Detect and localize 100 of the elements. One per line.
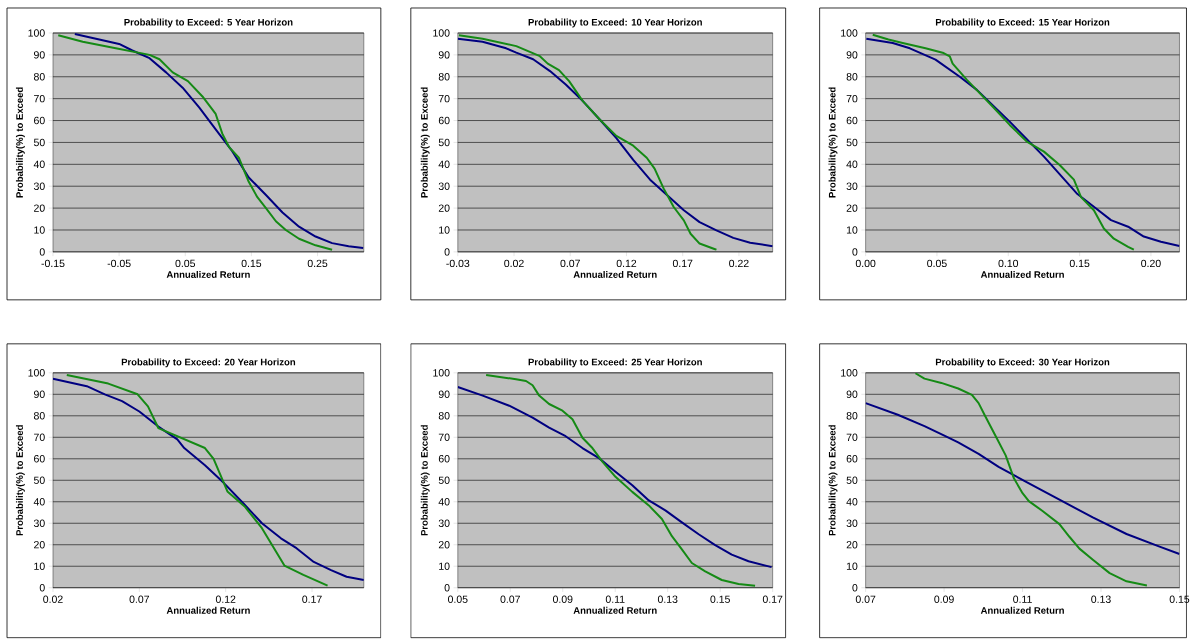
x-tick-label: 0.05 (447, 595, 468, 604)
x-tick-label: 0.11 (1013, 595, 1032, 604)
x-tick-label: -0.05 (107, 259, 131, 268)
y-tick-label: 60 (34, 116, 45, 125)
x-tick-label: 0.07 (855, 595, 876, 604)
y-tick-label: 10 (439, 226, 450, 234)
y-tick-label: 40 (846, 160, 858, 169)
x-tick-label: 0.15 (710, 595, 730, 604)
y-tick-label: 70 (34, 95, 45, 103)
line-series (52, 377, 364, 582)
line-series (457, 386, 773, 569)
x-tick-label: 0.13 (1091, 595, 1111, 604)
x-tick-label: 0.02 (43, 595, 63, 604)
y-tick-label: 20 (34, 204, 45, 212)
y-tick-label: 10 (846, 226, 858, 234)
y-tick-label: 30 (846, 519, 858, 528)
x-tick-label: -0.03 (446, 259, 470, 268)
x-tick-label: 0.09 (552, 595, 573, 604)
y-tick-label: 20 (438, 541, 450, 549)
line-series (457, 34, 718, 251)
y-tick-label: 80 (846, 412, 858, 420)
y-tick-label: 40 (846, 498, 858, 506)
x-axis-title: Annualized Return (166, 271, 250, 279)
y-tick-label: 60 (438, 116, 450, 125)
y-tick-label: 10 (34, 562, 45, 571)
x-tick-label: 0.11 (605, 595, 625, 604)
chart-title: Probability to Exceed: 20 Year Horizon (121, 358, 296, 368)
y-tick-label: 50 (438, 138, 450, 147)
x-axis-title: Annualized Return (166, 606, 250, 614)
x-tick-label: 0.17 (672, 259, 693, 268)
x-tick-label: 0.13 (657, 595, 678, 604)
line-series (73, 33, 364, 250)
y-tick-label: 10 (439, 562, 450, 571)
x-tick-label: 0.25 (307, 259, 328, 268)
x-tick-label: -0.15 (41, 259, 65, 268)
y-tick-label: 10 (34, 226, 45, 234)
x-axis-title: Annualized Return (980, 606, 1064, 614)
x-tick-label: 0.07 (500, 595, 520, 604)
x-tick-label: 0.10 (998, 259, 1019, 268)
x-tick-label: 0.15 (241, 259, 262, 268)
y-tick-label: 0 (852, 584, 858, 592)
line-series (485, 374, 757, 587)
x-axis-title: Annualized Return (573, 606, 657, 614)
y-tick-label: 40 (33, 160, 45, 169)
x-tick-label: 0.17 (302, 595, 322, 604)
y-tick-label: 30 (438, 182, 450, 191)
y-tick-label: 30 (438, 519, 450, 528)
y-tick-label: 0 (444, 248, 450, 256)
line-series (865, 37, 1180, 248)
chart-title: Probability to Exceed: 25 Year Horizon (528, 358, 702, 368)
y-tick-label: 100 (28, 369, 45, 377)
y-tick-label: 100 (433, 29, 450, 37)
y-tick-label: 40 (438, 160, 450, 169)
y-tick-label: 80 (438, 412, 450, 420)
x-tick-label: 0.09 (934, 595, 954, 604)
y-tick-label: 20 (438, 204, 450, 212)
y-tick-label: 50 (33, 138, 45, 147)
x-tick-label: 0.20 (1141, 259, 1161, 268)
y-tick-label: 0 (39, 248, 45, 256)
y-tick-label: 80 (33, 73, 45, 81)
y-tick-label: 70 (846, 433, 858, 442)
y-tick-label: 50 (438, 476, 450, 485)
x-tick-label: 0.02 (504, 259, 524, 268)
y-tick-label: 90 (33, 51, 45, 59)
y-axis-title: Probability(%) to Exceed (420, 425, 430, 536)
y-tick-label: 60 (846, 455, 858, 463)
y-tick-label: 20 (34, 541, 45, 549)
y-tick-label: 100 (841, 29, 858, 37)
x-tick-label: 0.00 (855, 259, 876, 268)
y-tick-label: 80 (33, 412, 45, 420)
y-tick-label: 50 (33, 476, 45, 485)
chart-title: Probability to Exceed: 30 Year Horizon (935, 358, 1110, 368)
y-tick-label: 0 (39, 584, 45, 592)
y-tick-label: 90 (846, 51, 858, 59)
y-tick-label: 80 (438, 73, 450, 81)
y-tick-label: 40 (438, 498, 450, 506)
x-tick-label: 0.22 (729, 259, 749, 268)
x-tick-label: 0.12 (616, 259, 637, 268)
y-axis-title: Probability(%) to Exceed (420, 87, 430, 198)
y-axis-title: Probability(%) to Exceed (15, 425, 25, 536)
line-series (914, 372, 1148, 587)
line-series (865, 402, 1180, 556)
line-series (871, 33, 1135, 251)
y-tick-label: 30 (846, 182, 858, 191)
y-tick-label: 20 (846, 541, 858, 549)
y-tick-label: 100 (28, 29, 45, 37)
x-tick-label: 0.17 (762, 595, 783, 604)
x-tick-label: 0.07 (129, 595, 149, 604)
y-tick-label: 50 (846, 476, 858, 485)
y-tick-label: 60 (438, 455, 450, 463)
y-tick-label: 10 (846, 562, 858, 571)
x-tick-label: 0.05 (927, 259, 947, 268)
y-tick-label: 90 (846, 390, 858, 399)
y-tick-label: 0 (852, 248, 858, 256)
y-tick-label: 70 (438, 95, 450, 103)
y-tick-label: 60 (846, 116, 858, 125)
line-series (57, 34, 334, 251)
y-axis-title: Probability(%) to Exceed (15, 87, 25, 198)
x-tick-label: 0.12 (215, 595, 236, 604)
x-tick-label: 0.05 (175, 259, 196, 268)
